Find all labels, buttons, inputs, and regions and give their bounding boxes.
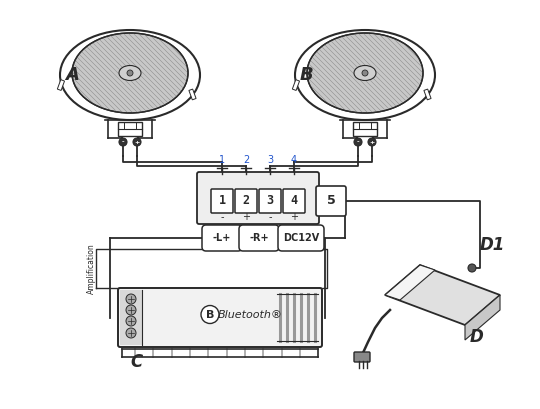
FancyBboxPatch shape (278, 225, 324, 251)
Circle shape (468, 264, 476, 272)
Circle shape (368, 138, 376, 146)
Ellipse shape (295, 30, 435, 120)
Text: C: C (130, 353, 142, 371)
Circle shape (362, 70, 368, 76)
Circle shape (126, 328, 136, 338)
Text: D: D (470, 328, 484, 346)
Ellipse shape (119, 65, 141, 81)
FancyBboxPatch shape (197, 172, 319, 224)
FancyBboxPatch shape (316, 186, 346, 216)
Bar (424, 89, 431, 100)
FancyBboxPatch shape (118, 288, 322, 347)
Text: Amplification: Amplification (86, 243, 96, 294)
Text: -R+: -R+ (249, 233, 269, 243)
FancyBboxPatch shape (259, 189, 281, 213)
Text: +: + (134, 139, 140, 144)
Text: 3: 3 (267, 155, 273, 165)
Circle shape (133, 138, 141, 146)
Ellipse shape (60, 30, 200, 120)
Circle shape (126, 316, 136, 326)
Bar (292, 80, 300, 90)
Text: D1: D1 (480, 236, 505, 254)
Text: Bluetooth®: Bluetooth® (218, 310, 282, 319)
Text: +: + (242, 212, 250, 222)
Text: -: - (357, 139, 359, 144)
Ellipse shape (307, 33, 423, 113)
Text: -L+: -L+ (213, 233, 231, 243)
FancyBboxPatch shape (354, 352, 370, 362)
FancyBboxPatch shape (211, 189, 233, 213)
Text: DC12V: DC12V (283, 233, 319, 243)
FancyBboxPatch shape (118, 122, 142, 136)
FancyBboxPatch shape (283, 189, 305, 213)
Text: B: B (300, 66, 314, 84)
Text: 4: 4 (291, 155, 297, 165)
Circle shape (354, 138, 362, 146)
Polygon shape (465, 295, 500, 340)
Text: 1: 1 (219, 195, 226, 207)
FancyBboxPatch shape (353, 122, 377, 136)
Text: +: + (290, 212, 298, 222)
Circle shape (127, 70, 133, 76)
Text: A: A (65, 66, 79, 84)
Text: +: + (369, 139, 375, 144)
Text: -: - (122, 139, 124, 144)
Bar (57, 80, 64, 90)
Text: 3: 3 (266, 195, 274, 207)
Text: 2: 2 (242, 195, 249, 207)
Bar (189, 89, 196, 100)
Ellipse shape (354, 65, 376, 81)
Text: 2: 2 (243, 155, 249, 165)
Circle shape (126, 305, 136, 315)
FancyBboxPatch shape (202, 225, 242, 251)
Circle shape (126, 294, 136, 304)
FancyBboxPatch shape (120, 290, 142, 345)
Text: -: - (268, 212, 272, 222)
Text: 4: 4 (291, 195, 298, 207)
Text: 5: 5 (327, 195, 335, 207)
Circle shape (201, 306, 219, 324)
Polygon shape (385, 265, 500, 325)
Text: B: B (206, 310, 214, 319)
Ellipse shape (72, 33, 188, 113)
Polygon shape (385, 265, 435, 300)
FancyBboxPatch shape (235, 189, 257, 213)
Text: 1: 1 (219, 155, 225, 165)
Circle shape (119, 138, 127, 146)
FancyBboxPatch shape (239, 225, 279, 251)
Text: -: - (220, 212, 224, 222)
